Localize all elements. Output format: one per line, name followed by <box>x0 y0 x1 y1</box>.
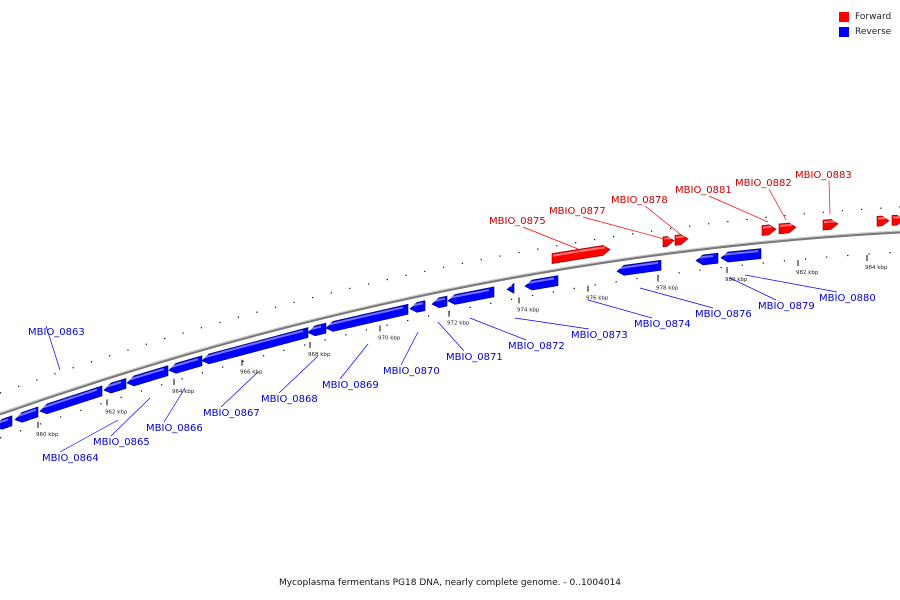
forward-leader-line <box>708 195 769 223</box>
reverse-gene-block <box>720 248 762 263</box>
forward-leader-line <box>768 188 787 221</box>
reverse-gene-label: MBIO_0872 <box>508 341 565 352</box>
reverse-gene-label: MBIO_0866 <box>146 423 203 434</box>
scale-tick-label: 982 kbp <box>796 270 819 276</box>
reverse-swatch <box>839 26 849 37</box>
reverse-gene-block <box>103 377 127 394</box>
reverse-leader-line <box>639 287 714 309</box>
reverse-leader-line <box>437 321 465 352</box>
legend-label-forward: Forward <box>855 11 892 22</box>
reverse-gene-block <box>506 282 515 294</box>
forward-leader-line <box>644 205 681 235</box>
reverse-gene-label: MBIO_0876 <box>695 309 752 320</box>
forward-leader-line <box>828 180 831 215</box>
gene-labels: MBIO_0875MBIO_0877MBIO_0878MBIO_0881MBIO… <box>28 170 876 464</box>
scale-tick-label: 974 kbp <box>517 307 540 313</box>
reverse-gene-block <box>14 406 39 423</box>
reverse-leader-line <box>163 387 186 423</box>
scale-tick-label: 968 kbp <box>308 352 331 358</box>
forward-gene-label: MBIO_0878 <box>611 195 668 206</box>
reverse-gene-block <box>39 385 103 415</box>
reverse-leader-line <box>469 317 527 341</box>
reverse-gene-block <box>447 286 495 305</box>
forward-gene-block <box>876 215 890 227</box>
reverse-gene-block <box>524 275 559 291</box>
inner-dotted-track <box>0 251 900 439</box>
reverse-gene-block <box>616 259 662 276</box>
forward-leader-line <box>582 216 669 241</box>
scale-tick-label: 978 kbp <box>656 286 679 292</box>
reverse-leader-line <box>744 274 838 293</box>
reverse-gene-block <box>307 322 327 337</box>
reverse-leader-line <box>729 277 777 301</box>
forward-gene-block <box>891 214 900 226</box>
reverse-gene-label: MBIO_0868 <box>261 394 318 405</box>
reverse-gene-block <box>409 300 426 313</box>
scale-tick-label: 980 kbp <box>725 277 748 283</box>
reverse-gene-block <box>325 303 409 332</box>
reverse-leader-line <box>59 419 119 453</box>
scale-tick-label: 970 kbp <box>378 335 401 341</box>
reverse-gene-label: MBIO_0880 <box>819 293 876 304</box>
forward-gene-label: MBIO_0883 <box>795 170 852 181</box>
forward-gene-block <box>761 224 777 236</box>
reverse-gene-label: MBIO_0879 <box>758 301 815 312</box>
reverse-gene-block <box>695 252 719 266</box>
forward-gene-block <box>674 234 689 246</box>
reverse-gene-block <box>126 365 169 387</box>
reverse-gene-label: MBIO_0863 <box>28 327 85 338</box>
scale-tick-label: 984 kbp <box>865 265 888 271</box>
forward-gene-label: MBIO_0877 <box>549 206 606 217</box>
reverse-gene-label: MBIO_0871 <box>446 352 503 363</box>
reverse-gene-block <box>0 415 13 430</box>
genome-backbone <box>0 230 900 416</box>
reverse-gene-label: MBIO_0867 <box>203 408 260 419</box>
legend-label-reverse: Reverse <box>855 26 892 37</box>
forward-gene-label: MBIO_0882 <box>735 178 792 189</box>
forward-gene-block <box>822 219 839 231</box>
genome-backbone-highlight <box>0 230 900 414</box>
reverse-leader-line <box>110 397 151 437</box>
legend-item-forward: Forward <box>839 9 891 24</box>
reverse-gene-label: MBIO_0865 <box>93 437 150 448</box>
scale-tick-label: 962 kbp <box>105 409 128 415</box>
map-caption: Mycoplasma fermentans PG18 DNA, nearly c… <box>278 578 622 588</box>
forward-gene-block <box>551 245 611 264</box>
reverse-leader-line <box>220 371 259 408</box>
scale-ticks: 960 kbp 962 kbp 964 kbp 966 kbp 968 kbp 970 k… <box>36 254 888 438</box>
reverse-leader-line <box>278 355 319 394</box>
forward-gene-block <box>778 222 797 235</box>
scale-tick-label: 966 kbp <box>240 370 263 376</box>
reverse-leader-line <box>514 317 590 330</box>
forward-gene-label: MBIO_0881 <box>675 185 732 196</box>
scale-tick-label: 964 kbp <box>172 389 195 395</box>
reverse-leader-line <box>45 325 61 371</box>
reverse-leader-line <box>587 299 653 319</box>
scale-tick-label: 972 kbp <box>447 321 470 327</box>
reverse-gene-label: MBIO_0869 <box>322 380 379 391</box>
reverse-gene-label: MBIO_0874 <box>634 319 691 330</box>
forward-gene-label: MBIO_0875 <box>489 216 546 227</box>
forward-gene-block <box>662 236 675 248</box>
legend-item-reverse: Reverse <box>839 24 891 39</box>
label-leader-lines <box>45 180 838 453</box>
reverse-gene-label: MBIO_0870 <box>383 366 440 377</box>
scale-tick-label: 976 kbp <box>586 296 609 302</box>
reverse-leader-line <box>339 343 369 380</box>
reverse-gene-label: MBIO_0864 <box>42 453 99 464</box>
legend: Forward Reverse <box>839 9 891 39</box>
reverse-leader-line <box>400 331 419 366</box>
reverse-gene-label: MBIO_0873 <box>571 330 628 341</box>
forward-leader-line <box>522 226 579 250</box>
scale-tick-label: 960 kbp <box>36 432 59 438</box>
reverse-gene-block <box>431 295 448 309</box>
reverse-genes <box>0 248 762 430</box>
forward-swatch <box>839 11 849 22</box>
